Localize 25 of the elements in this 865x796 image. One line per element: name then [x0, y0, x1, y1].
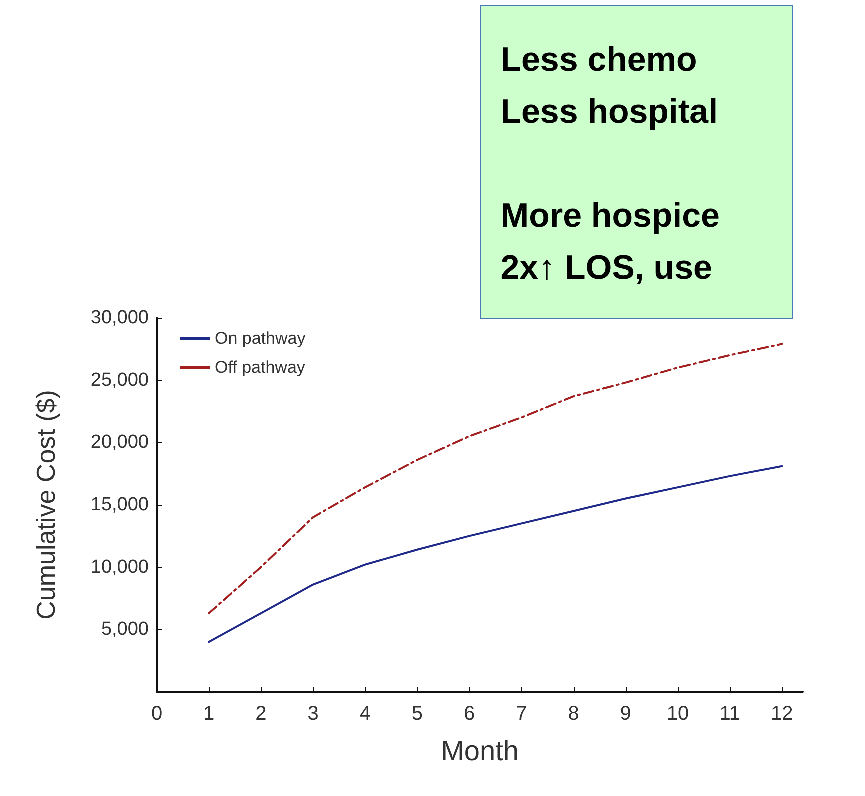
legend-label: On pathway	[215, 329, 306, 348]
text: Less chemo Less hospital More hospice 2x↑ LOS, use	[500, 40, 720, 287]
y-tick-label: 30,000	[90, 308, 149, 328]
x-tick-label: 10	[666, 703, 690, 725]
x-tick-label: 0	[151, 703, 163, 725]
y-tick-label: 20,000	[90, 432, 149, 454]
legend-label: Off pathway	[215, 358, 306, 377]
y-axis-title: Cumulative Cost ($)	[31, 390, 61, 620]
x-tick-label: 5	[412, 703, 424, 725]
x-tick-label: 11	[720, 703, 740, 725]
x-tick-label: 7	[516, 703, 528, 725]
line-series	[208, 465, 784, 644]
x-tick-label: 2	[256, 703, 267, 725]
x-tick-label: 8	[568, 703, 580, 725]
x-tick-label: 9	[620, 703, 632, 725]
y-tick-label: 25,000	[90, 370, 149, 391]
x-axis-title: Month	[441, 736, 519, 766]
x-tick-label: 12	[771, 703, 794, 725]
x-tick-label: 4	[360, 703, 371, 725]
x-tick-label: 3	[308, 703, 319, 725]
y-tick-label: 5,000	[101, 619, 149, 640]
x-tick-label: 1	[204, 703, 215, 725]
y-tick-label: 15,000	[90, 494, 149, 516]
y-tick-label: 10,000	[90, 556, 149, 578]
x-tick-label: 6	[464, 703, 476, 725]
